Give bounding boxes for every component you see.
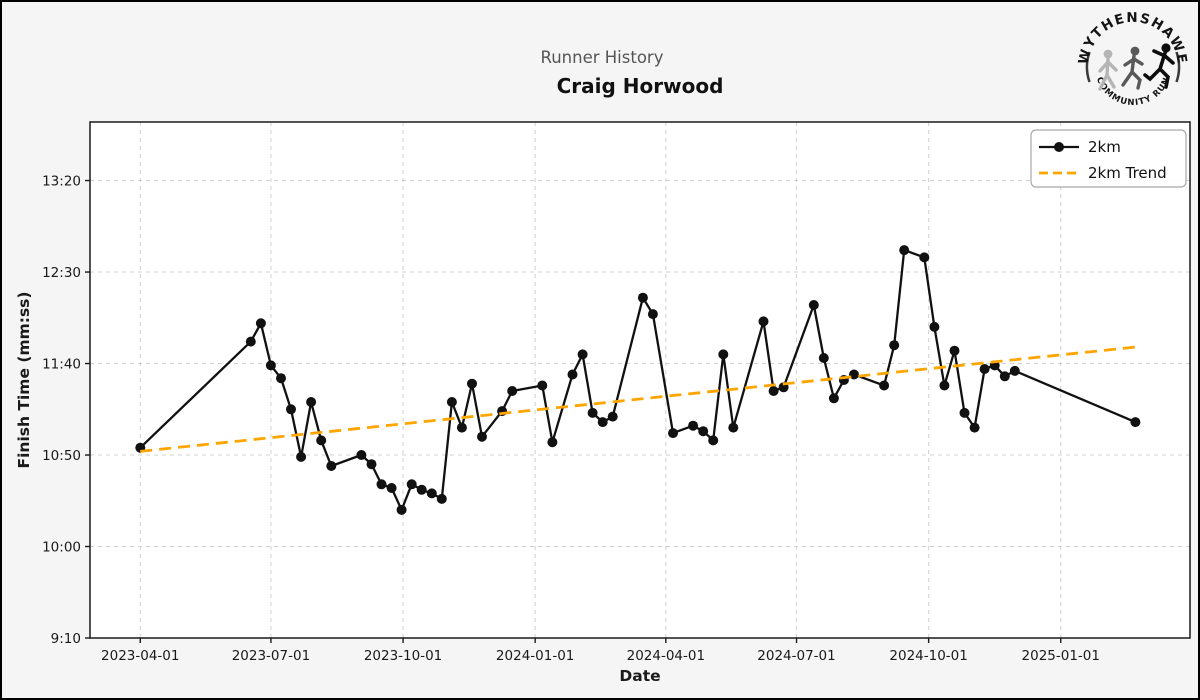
data-point-marker: [939, 380, 950, 391]
data-point-marker: [276, 373, 286, 384]
data-point-marker: [728, 422, 739, 433]
logo-left-arc: [1085, 51, 1091, 83]
x-tick-label: 2024-10-01: [889, 648, 967, 664]
data-point-marker: [416, 484, 427, 495]
data-point-marker: [356, 450, 367, 460]
y-tick-label: 10:00: [42, 539, 81, 555]
trend-line: [140, 345, 1136, 453]
data-point-marker: [1130, 417, 1141, 428]
x-tick-label: 2025-01-01: [1022, 648, 1100, 664]
data-point-marker: [959, 407, 970, 418]
x-tick-label: 2023-10-01: [364, 648, 442, 664]
data-point-marker: [366, 459, 377, 470]
data-point-marker: [1009, 365, 1020, 376]
legend-label-2km-trend: 2km Trend: [1088, 164, 1167, 182]
data-point-marker: [587, 407, 598, 418]
data-point-marker: [386, 483, 397, 493]
x-tick-label: 2024-01-01: [496, 648, 574, 664]
x-tick-label: 2023-07-01: [232, 648, 310, 664]
data-point-marker: [698, 426, 709, 437]
legend-series-marker: [1054, 142, 1064, 152]
y-tick-label: 11:40: [42, 356, 81, 372]
data-point-marker: [818, 353, 829, 363]
data-point-marker: [879, 380, 890, 391]
runner-sprinting-icon: [1143, 43, 1175, 89]
logo-right-arc: [1175, 51, 1181, 83]
axes-frame: [89, 121, 1191, 639]
data-point-marker: [406, 479, 417, 490]
y-axis-label: Finish Time (mm:ss): [15, 292, 33, 469]
data-point-marker: [929, 321, 940, 332]
data-point-marker: [718, 349, 729, 360]
y-tick-label: 13:20: [42, 173, 81, 189]
data-point-marker: [296, 451, 307, 462]
data-point-marker: [637, 292, 648, 303]
data-point-marker: [969, 422, 980, 433]
data-point-marker: [255, 318, 266, 329]
data-point-marker: [507, 386, 518, 396]
chart-subtitle: Runner History: [540, 48, 664, 67]
data-point-marker: [688, 420, 699, 431]
x-tick-label: 2023-04-01: [101, 648, 179, 664]
data-point-marker: [467, 378, 477, 389]
data-point-marker: [477, 431, 487, 442]
data-point-marker: [306, 397, 317, 407]
data-point-marker: [889, 340, 900, 351]
data-point-marker: [245, 336, 256, 347]
data-point-marker: [436, 493, 447, 504]
data-point-marker: [919, 252, 930, 263]
club-logo: WYTHENSHAWE COMMUNITY RUN: [1074, 8, 1192, 126]
data-point-marker: [547, 437, 558, 448]
data-point-marker: [607, 411, 618, 422]
data-point-marker: [828, 393, 839, 404]
x-tick-label: 2024-07-01: [757, 648, 835, 664]
data-point-marker: [326, 461, 337, 471]
data-point-marker: [768, 386, 779, 396]
runner-walking-icon: [1098, 49, 1118, 91]
y-tick-label: 10:50: [42, 448, 81, 464]
y-tick-label: 12:30: [42, 265, 81, 281]
data-point-marker: [647, 309, 658, 320]
data-point-marker: [758, 316, 769, 327]
data-point-marker: [668, 428, 678, 439]
data-point-marker: [567, 369, 578, 380]
data-point-marker: [979, 364, 990, 374]
data-point-marker: [849, 369, 859, 380]
data-point-marker: [808, 300, 819, 310]
plot-background: [90, 122, 1190, 638]
data-point-marker: [456, 422, 467, 433]
data-point-marker: [446, 397, 457, 407]
x-axis-label: Date: [619, 667, 660, 685]
data-point-marker: [899, 245, 910, 256]
runner-jogging-icon: [1121, 46, 1144, 90]
data-point-marker: [396, 504, 407, 515]
data-point-marker: [265, 360, 276, 371]
y-tick-label: 9:10: [51, 631, 81, 647]
page-title: Craig Horwood: [556, 74, 724, 98]
data-point-marker: [949, 345, 960, 356]
data-point-marker: [286, 404, 296, 415]
legend-label-2km: 2km: [1088, 138, 1121, 156]
data-point-marker: [426, 488, 437, 499]
data-point-marker: [708, 435, 719, 446]
x-tick-label: 2024-04-01: [627, 648, 705, 664]
data-point-marker: [376, 479, 387, 490]
data-point-marker: [577, 349, 588, 360]
data-point-marker: [537, 380, 548, 391]
data-point-marker: [316, 435, 327, 446]
data-point-marker: [597, 417, 608, 428]
data-point-marker: [999, 371, 1010, 382]
